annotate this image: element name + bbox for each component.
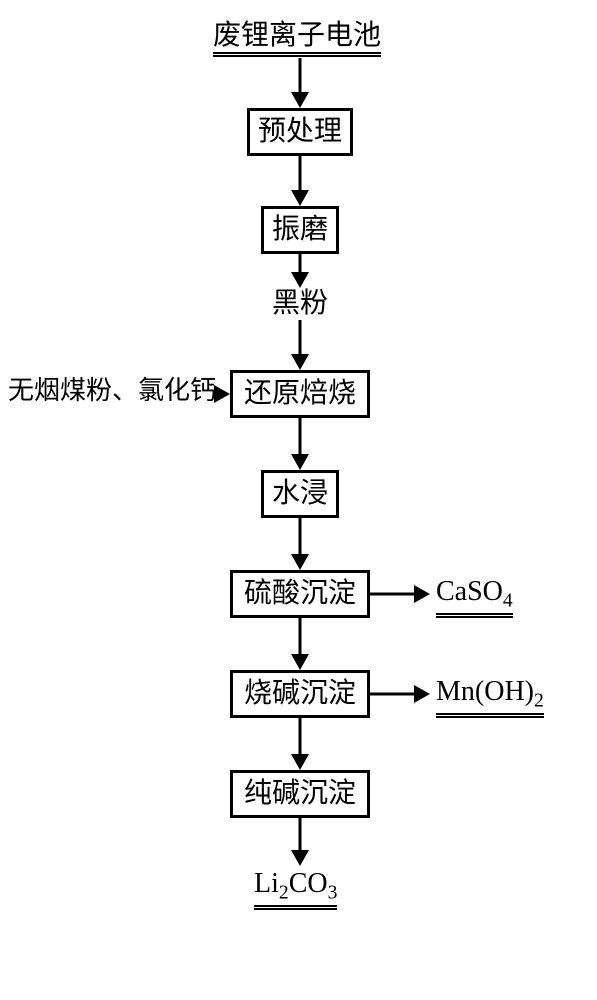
naoh-label: 烧碱沉淀 — [244, 680, 356, 708]
flowchart-canvas: 废锂离子电池 预处理 振磨 黑粉 还原焙烧 水浸 硫酸沉淀 烧碱沉淀 纯碱沉淀 … — [0, 0, 597, 1000]
node-soda: 纯碱沉淀 — [230, 770, 370, 818]
vibro-label: 振磨 — [272, 216, 328, 244]
node-pretreat: 预处理 — [247, 108, 353, 156]
leach-label: 水浸 — [272, 480, 328, 508]
pretreat-label: 预处理 — [258, 118, 342, 146]
li2co3-label: Li2CO3 — [254, 870, 337, 910]
roast-label: 还原焙烧 — [244, 380, 356, 408]
node-roast: 还原焙烧 — [230, 370, 370, 418]
node-blackpowder: 黑粉 — [272, 290, 328, 318]
node-title: 废锂离子电池 — [213, 22, 381, 57]
blackpowder-label: 黑粉 — [272, 288, 328, 319]
node-side-input: 无烟煤粉、氯化钙 — [8, 378, 216, 404]
node-li2co3: Li2CO3 — [254, 870, 337, 910]
soda-label: 纯碱沉淀 — [244, 780, 356, 808]
node-leach: 水浸 — [261, 470, 339, 518]
caso4-label: CaSO4 — [436, 578, 513, 618]
node-naoh: 烧碱沉淀 — [230, 670, 370, 718]
node-vibro: 振磨 — [261, 206, 339, 254]
node-caso4: CaSO4 — [436, 578, 513, 618]
mnoh2-label: Mn(OH)2 — [436, 678, 544, 718]
title-text: 废锂离子电池 — [213, 22, 381, 57]
node-h2so4: 硫酸沉淀 — [230, 570, 370, 618]
side-input-label: 无烟煤粉、氯化钙 — [8, 376, 216, 405]
h2so4-label: 硫酸沉淀 — [244, 580, 356, 608]
node-mnoh2: Mn(OH)2 — [436, 678, 544, 718]
